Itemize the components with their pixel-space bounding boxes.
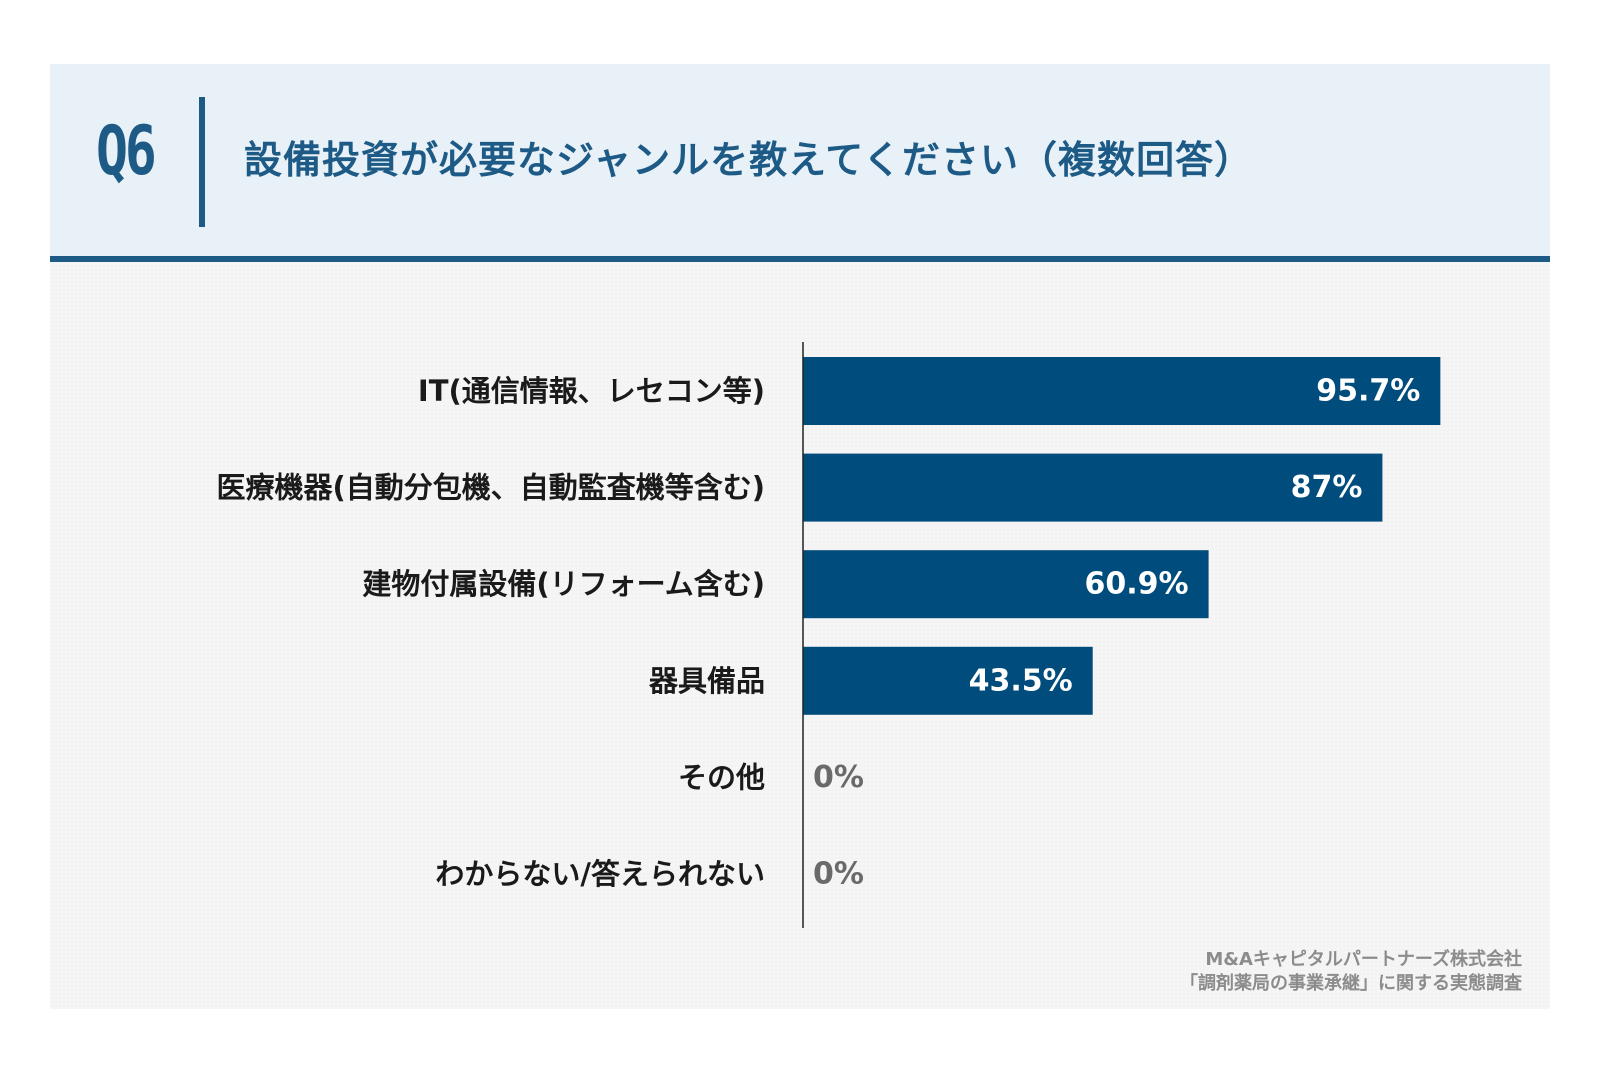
category-label: その他 [678, 760, 765, 794]
source-company: M&Aキャピタルパートナーズ株式会社 [1205, 949, 1522, 970]
source-survey: 「調剤薬局の事業承継」に関する実態調査 [1180, 973, 1522, 994]
header-divider [199, 97, 205, 227]
source-credit: M&Aキャピタルパートナーズ株式会社 「調剤薬局の事業承継」に関する実態調査 [1180, 948, 1522, 996]
bar [803, 550, 1209, 619]
question-header [50, 64, 1550, 262]
value-label: 43.5% [969, 663, 1073, 698]
value-label: 95.7% [1316, 374, 1420, 409]
value-label: 0% [813, 857, 864, 892]
bar [803, 453, 1383, 522]
category-label: 器具備品 [648, 664, 765, 698]
question-number: Q6 [96, 112, 157, 191]
category-label: 医療機器(自動分包機、自動監査機等含む) [216, 471, 765, 505]
category-label: IT(通信情報、レセコン等) [418, 374, 765, 408]
bar [803, 646, 1093, 715]
value-label: 0% [813, 760, 864, 795]
value-label: 60.9% [1085, 567, 1189, 602]
category-label: わからない/答えられない [435, 857, 765, 891]
bar [803, 357, 1441, 425]
value-label: 87% [1291, 470, 1363, 505]
question-title: 設備投資が必要なジャンルを教えてください（複数回答） [244, 138, 1254, 182]
category-label: 建物付属設備(リフォーム含む) [362, 567, 765, 601]
